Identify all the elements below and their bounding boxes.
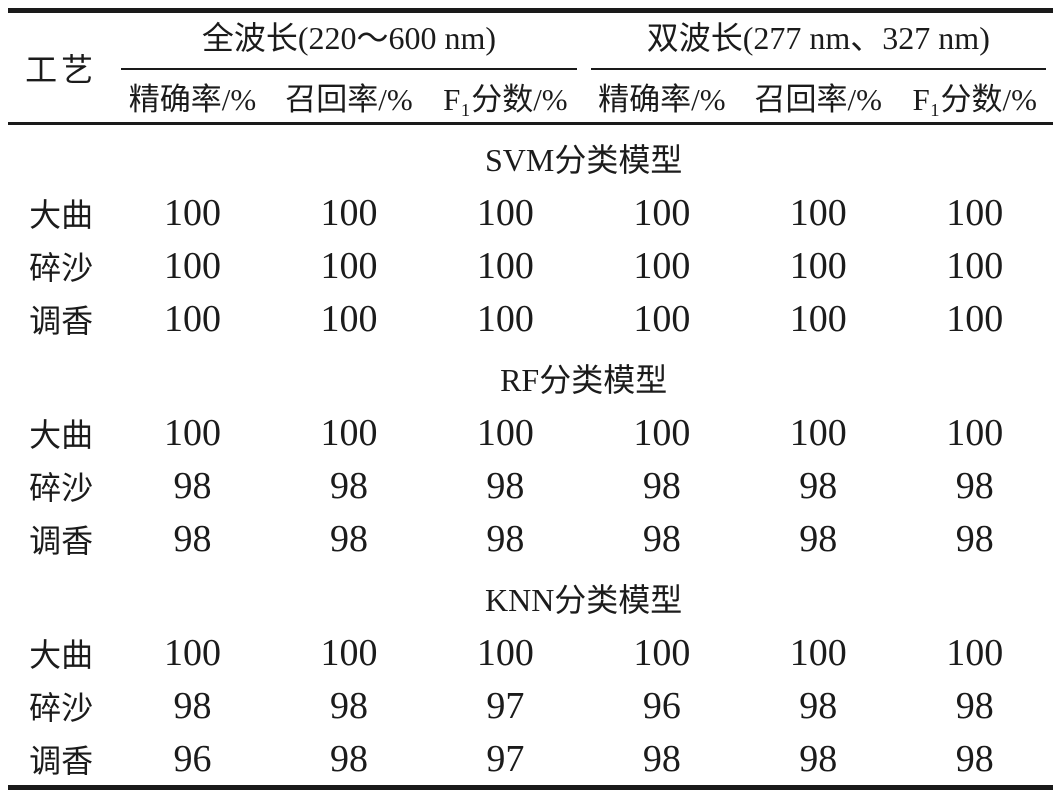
value-cell: 100 [320,411,378,454]
row-label: 大曲 [29,636,94,673]
value-cell: 98 [642,517,681,560]
value-cell: 100 [164,297,222,340]
group-header-full-wavelength-label: 全波长(220～600 nm) [121,13,577,70]
value-cell: 98 [955,464,994,507]
value-cell: 100 [946,297,1004,340]
section-title-rf: RF分类模型 [500,361,668,398]
table-row: 碎沙 98 98 97 96 98 98 [8,679,1053,732]
value-cell: 98 [329,737,368,780]
value-cell: 96 [173,737,212,780]
row-label: 调香 [29,522,94,559]
group-header-row: 工艺 全波长(220～600 nm) 双波长(277 nm、327 nm) [8,13,1053,125]
value-cell: 100 [789,297,847,340]
value-cell: 100 [946,631,1004,674]
value-cell: 98 [642,737,681,780]
section-spacer [8,345,114,406]
section-row-svm: SVM分类模型 [8,125,1053,186]
value-cell: 100 [476,631,534,674]
group-header-dual-wavelength-label: 双波长(277 nm、327 nm) [590,13,1046,70]
value-cell: 100 [633,297,691,340]
value-cell: 98 [173,517,212,560]
value-cell: 100 [633,244,691,287]
value-cell: 98 [799,684,838,727]
value-cell: 96 [642,684,681,727]
value-cell: 100 [633,191,691,234]
subheader-precision-dual: 精确率/% [583,70,741,125]
group-header-dual-wavelength: 双波长(277 nm、327 nm) [584,13,1053,70]
row-label: 大曲 [29,416,94,453]
value-cell: 100 [789,631,847,674]
table-row: 调香 100 100 100 100 100 100 [8,292,1053,345]
value-cell: 98 [955,517,994,560]
value-cell: 100 [320,631,378,674]
table-row: 碎沙 100 100 100 100 100 100 [8,239,1053,292]
table-row: 大曲 100 100 100 100 100 100 [8,406,1053,459]
table-row: 大曲 100 100 100 100 100 100 [8,186,1053,239]
subheader-precision-full: 精确率/% [114,70,271,125]
value-cell: 100 [164,411,222,454]
row-label: 碎沙 [29,249,94,286]
value-cell: 100 [164,244,222,287]
sub-header-row: 精确率/% 召回率/% F₁分数/% 精确率/% 召回率/% F₁分数/% [8,70,1053,125]
section-spacer [8,125,114,186]
value-cell: 100 [320,297,378,340]
subheader-recall-dual: 召回率/% [740,70,897,125]
table-row: 碎沙 98 98 98 98 98 98 [8,459,1053,512]
value-cell: 100 [789,244,847,287]
value-cell: 100 [633,411,691,454]
value-cell: 97 [486,737,525,780]
subheader-f1-dual: F₁分数/% [896,70,1053,125]
value-cell: 100 [320,244,378,287]
value-cell: 100 [946,411,1004,454]
row-label: 调香 [29,302,94,339]
subheader-recall-full: 召回率/% [270,70,428,125]
subheader-f1-full: F₁分数/% [427,70,584,125]
section-row-knn: KNN分类模型 [8,565,1053,626]
section-title-svm: SVM分类模型 [484,141,683,178]
value-cell: 100 [476,191,534,234]
group-header-full-wavelength: 全波长(220～600 nm) [114,13,583,70]
process-column-header: 工艺 [8,13,115,125]
value-cell: 98 [486,464,525,507]
value-cell: 100 [164,631,222,674]
value-cell: 98 [173,684,212,727]
value-cell: 100 [476,297,534,340]
value-cell: 100 [320,191,378,234]
value-cell: 100 [946,244,1004,287]
section-row-rf: RF分类模型 [8,345,1053,406]
value-cell: 100 [476,244,534,287]
value-cell: 100 [476,411,534,454]
table-row: 调香 98 98 98 98 98 98 [8,512,1053,565]
value-cell: 98 [799,517,838,560]
value-cell: 98 [329,684,368,727]
value-cell: 98 [486,517,525,560]
value-cell: 100 [946,191,1004,234]
table-row: 大曲 100 100 100 100 100 100 [8,626,1053,679]
section-spacer [8,565,114,626]
value-cell: 100 [164,191,222,234]
row-label: 调香 [29,742,94,779]
value-cell: 97 [486,684,525,727]
row-label: 碎沙 [29,469,94,506]
value-cell: 100 [633,631,691,674]
table-row: 调香 96 98 97 98 98 98 [8,732,1053,785]
value-cell: 98 [329,517,368,560]
value-cell: 98 [642,464,681,507]
row-label: 大曲 [29,196,94,233]
value-cell: 98 [799,737,838,780]
value-cell: 98 [329,464,368,507]
value-cell: 98 [955,684,994,727]
classification-results-table: 工艺 全波长(220～600 nm) 双波长(277 nm、327 nm) 精确… [8,8,1053,790]
row-label: 碎沙 [29,689,94,726]
value-cell: 100 [789,191,847,234]
section-title-knn: KNN分类模型 [484,581,683,618]
value-cell: 98 [955,737,994,780]
value-cell: 100 [789,411,847,454]
value-cell: 98 [173,464,212,507]
value-cell: 98 [799,464,838,507]
